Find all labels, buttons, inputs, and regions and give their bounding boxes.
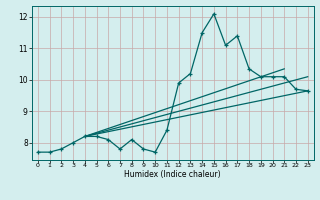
X-axis label: Humidex (Indice chaleur): Humidex (Indice chaleur): [124, 170, 221, 179]
